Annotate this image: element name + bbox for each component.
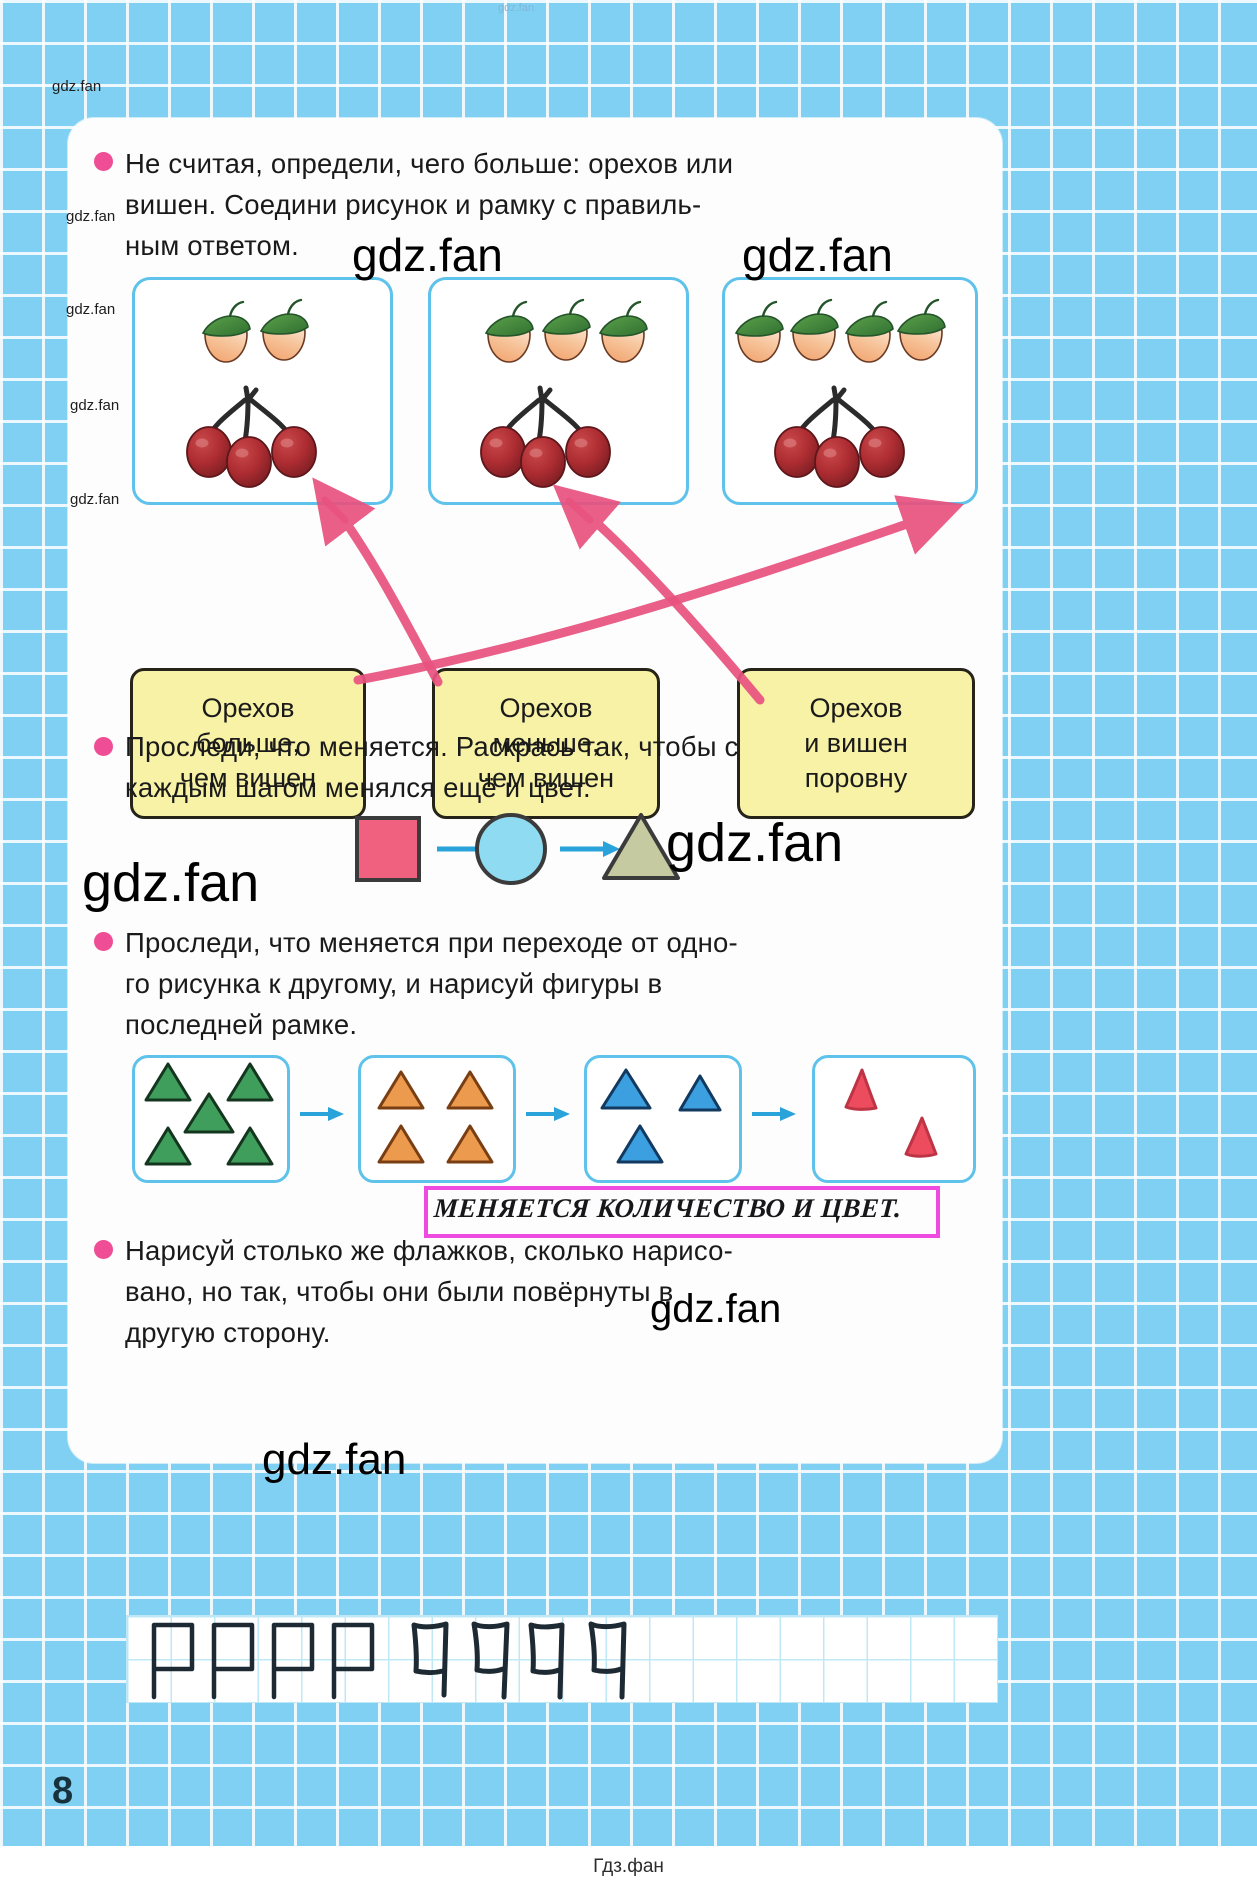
bullet-task-draw-figures bbox=[94, 932, 113, 951]
answer-less-line-2: меньше, bbox=[492, 728, 600, 758]
answer-equal-line-3: поровну bbox=[804, 763, 908, 793]
triangle-frame-1[interactable] bbox=[132, 1055, 290, 1183]
handwritten-answer-box[interactable] bbox=[424, 1186, 940, 1238]
page-bottom-strip bbox=[0, 1846, 1257, 1891]
watermark-5: gdz.fan bbox=[70, 491, 120, 508]
watermark-7: gdz.fan bbox=[742, 229, 893, 281]
picture-frame-1[interactable] bbox=[132, 277, 393, 505]
watermark-9: gdz.fan bbox=[82, 853, 260, 913]
task-flags-line-1: Нарисуй столько же флажков, сколько нари… bbox=[125, 1235, 733, 1266]
task-color-line-1: Проследи, что меняется. Раскрась так, чт… bbox=[125, 731, 739, 762]
watermark-3: gdz.fan bbox=[66, 301, 116, 318]
bullet-task-color-pattern bbox=[94, 737, 113, 756]
task-compare-line-2: вишен. Соедини рисунок и рамку с правиль… bbox=[125, 189, 702, 220]
bullet-task-flags bbox=[94, 1240, 113, 1259]
answer-equal-line-1: Орехов bbox=[809, 693, 903, 723]
flag-drawings bbox=[151, 1621, 627, 1700]
footer-brand: Гдз.фан bbox=[593, 1856, 664, 1877]
picture-frame-2[interactable] bbox=[428, 277, 689, 505]
bullet-task-compare bbox=[94, 152, 113, 171]
watermark-top: gdz.fan bbox=[498, 2, 535, 14]
page-number: 8 bbox=[52, 1770, 74, 1812]
answer-more-line-2: больше, bbox=[196, 728, 300, 758]
answer-more-line-1: Орехов bbox=[201, 693, 295, 723]
watermark-10: gdz.fan bbox=[650, 1287, 782, 1331]
task-color-pattern-text: Проследи, что меняется. Раскрась так, чт… bbox=[125, 726, 970, 808]
task-color-line-2: каждым шагом менялся ещё и цвет. bbox=[125, 772, 591, 803]
task-draw-line-1: Проследи, что меняется при переходе от о… bbox=[125, 927, 738, 958]
watermark-6: gdz.fan bbox=[352, 229, 503, 281]
answer-box-equal[interactable]: Орехов и вишен поровну bbox=[737, 668, 975, 819]
watermark-11: gdz.fan bbox=[262, 1435, 407, 1484]
answer-equal-line-2: и вишен bbox=[804, 728, 908, 758]
triangle-frame-3[interactable] bbox=[584, 1055, 742, 1183]
task-draw-line-3: последней рамке. bbox=[125, 1009, 358, 1040]
watermark-2: gdz.fan bbox=[66, 208, 116, 225]
handwritten-answer-text: МЕНЯЕТСЯ КОЛИЧЕСТВО И ЦВЕТ. bbox=[432, 1193, 903, 1223]
answer-box-more[interactable]: Орехов больше, чем вишен bbox=[130, 668, 366, 819]
watermark-1: gdz.fan bbox=[52, 78, 102, 95]
task-compare-line-1: Не считая, определи, чего больше: орехов… bbox=[125, 148, 734, 179]
answer-more-line-3: чем вишен bbox=[179, 763, 317, 793]
answer-less-line-3: чем вишен bbox=[477, 763, 615, 793]
picture-frame-3[interactable] bbox=[722, 277, 978, 505]
task-flags-line-3: другую сторону. bbox=[125, 1317, 331, 1348]
answer-less-line-1: Орехов bbox=[499, 693, 593, 723]
task-flags-text: Нарисуй столько же флажков, сколько нари… bbox=[125, 1230, 970, 1353]
task-compare-line-3: ным ответом. bbox=[125, 230, 299, 261]
task-compare-text: Не считая, определи, чего больше: орехов… bbox=[125, 143, 970, 266]
watermark-4: gdz.fan bbox=[70, 397, 120, 414]
task-flags-line-2: вано, но так, чтобы они были повёрнуты в bbox=[125, 1276, 674, 1307]
task-draw-figures-text: Проследи, что меняется при переходе от о… bbox=[125, 922, 970, 1045]
triangle-frame-2[interactable] bbox=[358, 1055, 516, 1183]
triangle-frame-4[interactable] bbox=[812, 1055, 976, 1183]
drawn-flags bbox=[411, 1621, 627, 1700]
watermark-8: gdz.fan bbox=[666, 813, 844, 873]
task-draw-line-2: го рисунка к другому, и нарисуй фигуры в bbox=[125, 968, 663, 999]
printed-flags bbox=[151, 1622, 375, 1700]
